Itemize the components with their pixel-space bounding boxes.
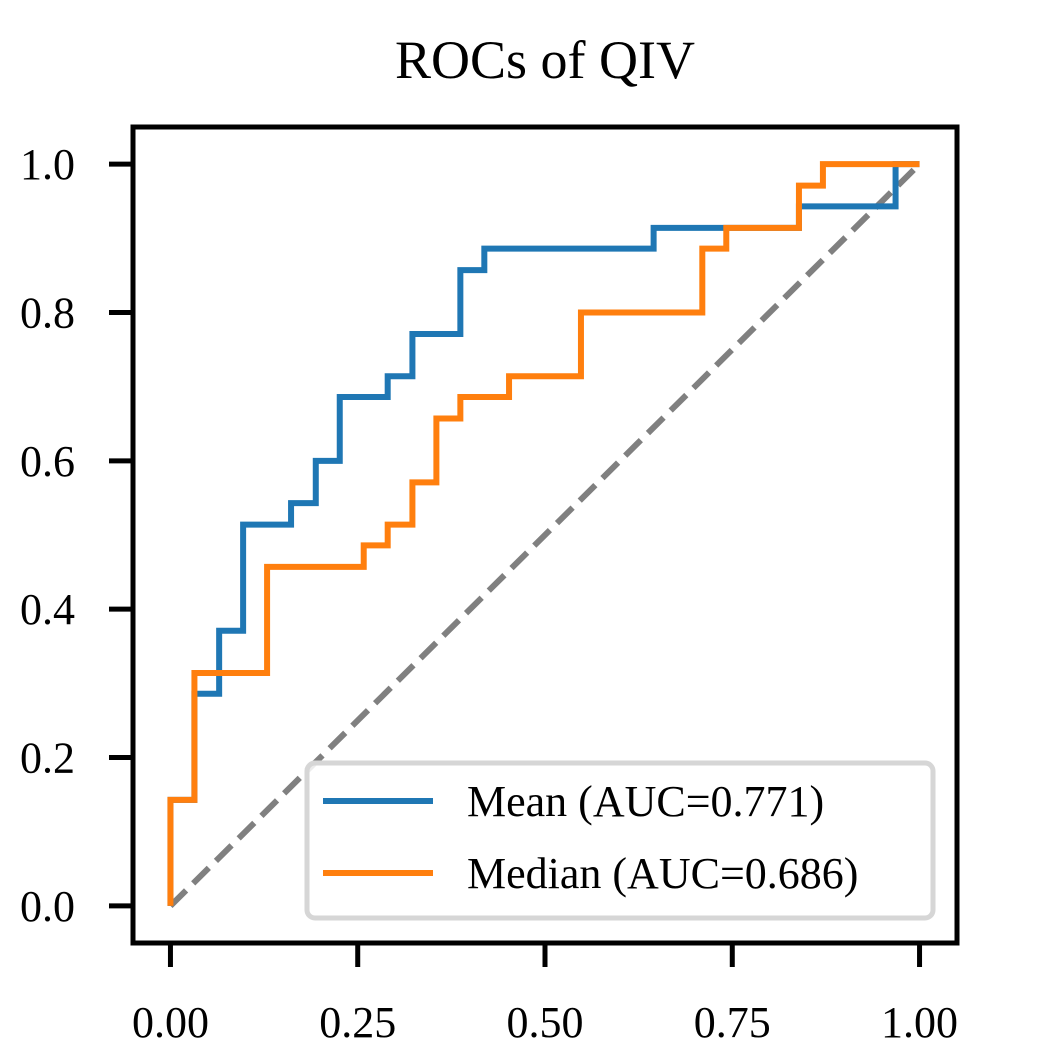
y-tick-label: 0.2: [20, 734, 75, 783]
chart-title: ROCs of QIV: [395, 30, 695, 90]
chance-line: [168, 161, 922, 909]
y-tick-label: 0.8: [20, 288, 75, 337]
x-tick-label: 1.00: [881, 998, 958, 1047]
y-tick-label: 0.6: [20, 437, 75, 486]
axis-ticks: 0.00 0.25 0.50 0.75 1.00 0.0 0.2 0.4 0.6 0.8 1.0: [20, 140, 958, 1047]
series-line-0: [167, 161, 920, 906]
y-tick-label: 0.0: [20, 882, 75, 931]
x-tick-label: 0.25: [319, 998, 396, 1047]
x-tick-label: 0.50: [507, 998, 584, 1047]
y-tick-label: 1.0: [20, 140, 75, 189]
series-lines: [167, 161, 922, 909]
legend-label-0: Mean (AUC=0.771): [467, 777, 824, 826]
x-tick-label: 0.75: [694, 998, 771, 1047]
legend-label-1: Median (AUC=0.686): [467, 849, 858, 898]
x-tick-label: 0.00: [132, 998, 209, 1047]
series-line-1: [167, 161, 920, 906]
y-tick-label: 0.4: [20, 585, 75, 634]
legend-box: [304, 760, 936, 921]
legend: Mean (AUC=0.771) Median (AUC=0.686): [304, 760, 936, 921]
